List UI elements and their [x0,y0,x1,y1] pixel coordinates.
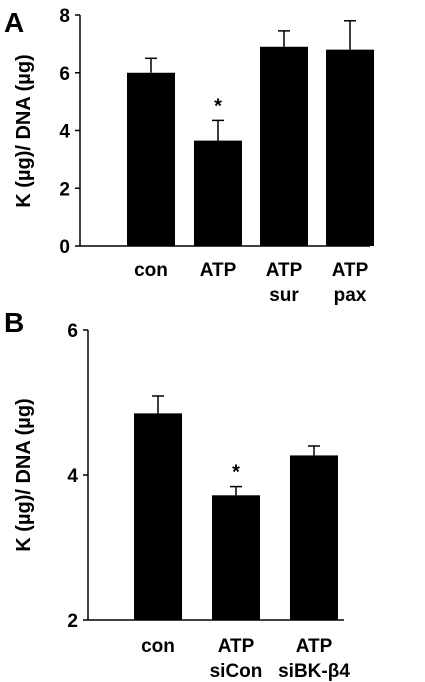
panel-b-y-axis-label: K (µg)/ DNA (µg) [13,398,35,551]
panel-b-letter: B [4,307,24,338]
panel-a-category-labels: con ATP ATP sur ATP pax [134,260,369,306]
panel-a: A K (µg)/ DNA (µg) 0 2 4 6 8 * con ATP ATP sur A… [4,6,374,306]
a-bar [194,140,242,246]
b-bar [290,455,338,620]
b-bar [134,413,182,620]
panel-b-ticks: 2 4 6 [67,321,88,632]
panel-b-category-labels: con ATP siCon ATP siBK-β4 [141,636,350,682]
panel-b: B K (µg)/ DNA (µg) 2 4 6 * con ATP siCon ATP s… [4,307,350,682]
b-bar [212,495,260,620]
panel-a-bars: * [127,20,374,247]
b-category-label: con [141,636,175,657]
panel-a-letter: A [4,7,24,38]
a-category-label: pax [334,285,367,306]
b-category-label: siBK-β4 [278,661,350,682]
a-y-tick-label: 2 [59,179,70,200]
b-category-label: siCon [210,661,263,682]
panel-b-bars: * [134,395,338,620]
b-category-label: ATP [218,636,255,657]
a-category-label: con [134,260,168,281]
a-category-label: sur [269,285,299,306]
a-category-label: ATP [200,260,237,281]
a-y-tick-label: 4 [59,122,70,143]
a-category-label: ATP [332,260,369,281]
a-category-label: ATP [266,260,303,281]
b-y-tick-label: 6 [67,321,78,342]
panel-a-y-axis-label: K (µg)/ DNA (µg) [13,54,35,207]
a-bar [260,46,308,247]
b-significance-star: * [232,462,240,484]
a-bar [127,72,175,246]
a-y-tick-label: 0 [59,237,70,258]
a-significance-star: * [214,95,222,117]
b-y-tick-label: 2 [67,611,78,632]
b-category-label: ATP [296,636,333,657]
b-y-tick-label: 4 [67,466,78,487]
a-y-tick-label: 8 [59,6,70,27]
a-y-tick-label: 6 [59,64,70,85]
panel-a-ticks: 0 2 4 6 8 [59,6,80,258]
a-bar [326,49,374,247]
